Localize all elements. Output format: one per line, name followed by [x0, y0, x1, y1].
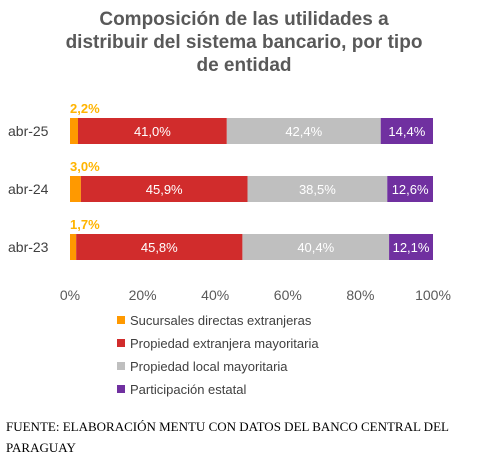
- category-label: abr-25: [8, 123, 49, 139]
- chart-title-line: Composición de las utilidades a: [99, 9, 389, 30]
- legend-swatch: [117, 339, 125, 347]
- data-label: 1,7%: [70, 217, 100, 232]
- bar-segment: [226, 118, 381, 144]
- data-label: 12,1%: [393, 240, 430, 255]
- x-tick-label: 80%: [346, 287, 374, 303]
- legend-swatch: [117, 316, 125, 324]
- bar-segment: [77, 118, 227, 144]
- data-label: 3,0%: [70, 159, 100, 174]
- bar-segment: [387, 176, 433, 202]
- chart-title: Composición de las utilidades a distribu…: [0, 8, 488, 77]
- data-label: 38,5%: [299, 182, 336, 197]
- bar-segment: [380, 118, 433, 144]
- legend-label: Sucursales directas extranjeras: [130, 313, 312, 328]
- x-tick-label: 100%: [415, 287, 451, 303]
- x-tick-label: 40%: [201, 287, 229, 303]
- chart-title-line: de entidad: [196, 55, 292, 76]
- data-label: 40,4%: [297, 240, 334, 255]
- x-tick-label: 60%: [274, 287, 302, 303]
- stacked-bar-chart: abr-25 2,2% 41,0% 42,4% 14,4% abr-24 3,0% 45,9%…: [8, 101, 451, 397]
- data-label: 41,0%: [134, 124, 171, 139]
- data-label: 14,4%: [388, 124, 425, 139]
- bar-segment: [70, 176, 81, 202]
- x-tick-label: 20%: [129, 287, 157, 303]
- data-label: 2,2%: [70, 101, 100, 116]
- bar-segment: [80, 176, 248, 202]
- legend-label: Propiedad local mayoritaria: [130, 359, 288, 374]
- bar-segment: [247, 176, 388, 202]
- bar-segment: [76, 234, 243, 260]
- category-label: abr-24: [8, 181, 49, 197]
- legend-swatch: [117, 362, 125, 370]
- bar-segment: [389, 234, 433, 260]
- source-note: FUENTE: ELABORACIÓN MENTU CON DATOS DEL …: [6, 419, 449, 455]
- data-label: 45,8%: [141, 240, 178, 255]
- category-label: abr-23: [8, 239, 49, 255]
- chart-title-line: distribuir del sistema bancario, por tip…: [65, 32, 423, 53]
- x-tick-label: 0%: [60, 287, 80, 303]
- data-label: 12,6%: [392, 182, 429, 197]
- data-label: 42,4%: [285, 124, 322, 139]
- bar-segment: [242, 234, 390, 260]
- data-label: 45,9%: [146, 182, 183, 197]
- bar-segment: [70, 118, 78, 144]
- bar-segment: [70, 234, 77, 260]
- legend-label: Participación estatal: [130, 382, 246, 397]
- legend-swatch: [117, 385, 125, 393]
- legend-label: Propiedad extranjera mayoritaria: [130, 336, 319, 351]
